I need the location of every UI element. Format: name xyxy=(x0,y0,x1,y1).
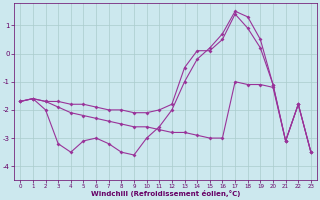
X-axis label: Windchill (Refroidissement éolien,°C): Windchill (Refroidissement éolien,°C) xyxy=(91,190,240,197)
